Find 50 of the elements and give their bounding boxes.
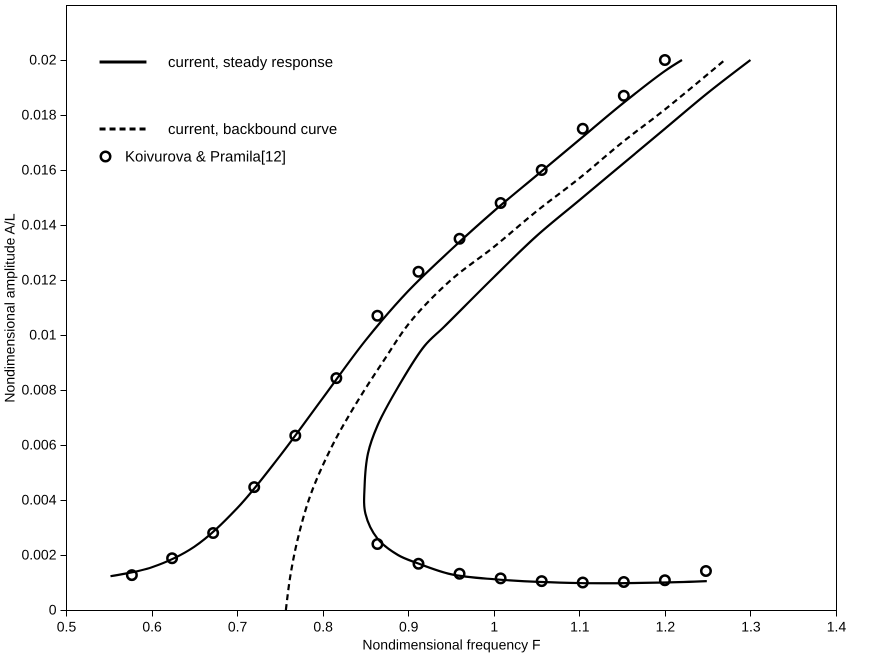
x-tick-label: 0.9 — [398, 618, 419, 634]
point — [371, 310, 384, 322]
point — [536, 164, 548, 176]
x-tick-label: 1.4 — [826, 618, 846, 634]
point — [126, 569, 138, 582]
point — [494, 197, 507, 209]
point — [166, 552, 178, 564]
x-tick-label: 0.8 — [313, 618, 334, 634]
y-tick-label: 0 — [48, 602, 57, 618]
point — [412, 558, 424, 570]
y-tick-label: 0.004 — [21, 492, 57, 508]
legend-label: Koivurova & Pramila[12] — [125, 148, 286, 166]
point — [658, 574, 671, 586]
point — [576, 122, 589, 135]
y-tick-label: 0.012 — [21, 272, 57, 288]
point — [207, 527, 220, 539]
point — [248, 481, 260, 494]
y-tick-label: 0.01 — [29, 326, 57, 342]
x-tick-label: 1.2 — [656, 618, 676, 634]
legend-label: current, steady response — [168, 54, 334, 71]
y-tick-label: 0.014 — [21, 216, 57, 232]
y-tick-label: 0.016 — [21, 162, 57, 178]
point — [536, 575, 548, 588]
point — [330, 372, 342, 384]
point — [618, 90, 630, 102]
x-tick-label: 0.7 — [228, 618, 248, 634]
point — [576, 576, 589, 588]
point — [289, 430, 302, 442]
line-series — [363, 58, 752, 584]
point — [371, 538, 384, 550]
point — [700, 564, 712, 577]
x-tick-label: 1.3 — [741, 618, 761, 634]
x-tick-label: 1 — [490, 618, 498, 634]
point — [412, 266, 424, 278]
point — [658, 54, 671, 66]
y-tick-label: 0.006 — [21, 436, 57, 452]
point — [618, 576, 630, 588]
y-tick-label: 0.018 — [21, 106, 57, 122]
x-axis-title: Nondimensional frequency F — [362, 636, 541, 652]
y-tick-label: 0.002 — [21, 546, 57, 562]
x-tick-label: 0.5 — [56, 618, 76, 634]
x-tick-label: 1.1 — [570, 618, 590, 634]
x-tick-label: 0.6 — [142, 618, 162, 634]
legend-label: current, backbound curve — [168, 121, 338, 138]
point — [454, 568, 466, 580]
y-tick-label: 0.02 — [29, 52, 57, 68]
point — [454, 232, 466, 245]
y-axis-title: Nondimensional amplitude A/L — [1, 213, 18, 403]
y-tick-label: 0.008 — [21, 382, 57, 398]
point — [494, 572, 507, 584]
